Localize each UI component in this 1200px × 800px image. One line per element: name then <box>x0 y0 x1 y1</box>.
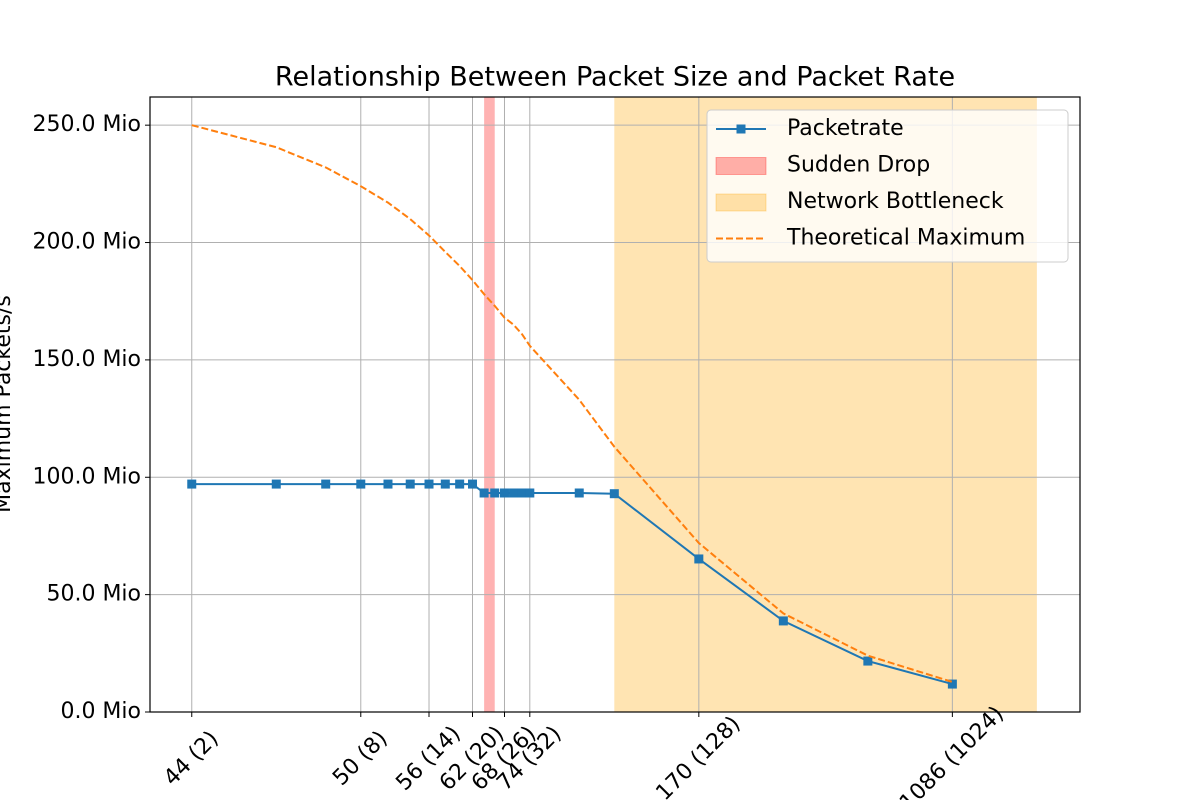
y-axis-label: Maximum Packets/s <box>0 295 16 513</box>
marker <box>694 554 704 564</box>
y-tick-label: 0.0 Mio <box>60 699 141 724</box>
marker <box>424 479 434 489</box>
legend-label: Packetrate <box>787 116 904 141</box>
y-tick-label: 150.0 Mio <box>32 347 141 372</box>
marker <box>863 656 873 666</box>
marker <box>405 479 415 489</box>
legend-label: Theoretical Maximum <box>786 226 1025 251</box>
marker <box>479 488 489 498</box>
marker <box>778 616 788 626</box>
marker <box>440 479 450 489</box>
marker <box>383 479 393 489</box>
legend-box <box>706 109 1069 263</box>
marker <box>509 488 519 498</box>
marker <box>271 479 281 489</box>
x-tick-label: 50 (8) <box>328 726 392 790</box>
y-tick-label: 50.0 Mio <box>46 582 141 607</box>
legend-marker <box>736 124 746 134</box>
marker <box>455 479 465 489</box>
x-tick-label: 44 (2) <box>159 726 223 790</box>
plot-frame <box>149 96 1081 713</box>
series-line <box>191 124 953 683</box>
y-tick-label: 200.0 Mio <box>32 230 141 255</box>
chart-title: Relationship Between Packet Size and Pac… <box>275 62 955 93</box>
marker <box>468 479 478 489</box>
marker <box>499 488 509 498</box>
span <box>484 97 495 712</box>
marker <box>321 479 331 489</box>
marker <box>490 488 500 498</box>
marker <box>574 488 584 498</box>
legend-label: Sudden Drop <box>787 153 930 178</box>
marker <box>947 679 957 689</box>
marker <box>525 488 535 498</box>
marker <box>187 479 197 489</box>
legend: Packetrate Sudden Drop Network Bottleneck T… <box>706 109 1069 263</box>
legend-swatch <box>715 157 767 175</box>
legend-label: Network Bottleneck <box>787 189 1004 214</box>
y-tick-label: 100.0 Mio <box>32 464 141 489</box>
marker <box>356 479 366 489</box>
series-line <box>191 483 953 686</box>
marker <box>609 489 619 499</box>
x-tick-label: 170 (128) <box>651 712 745 800</box>
legend-swatch <box>715 193 767 212</box>
marker <box>517 488 527 498</box>
y-tick-label: 250.0 Mio <box>32 112 141 137</box>
